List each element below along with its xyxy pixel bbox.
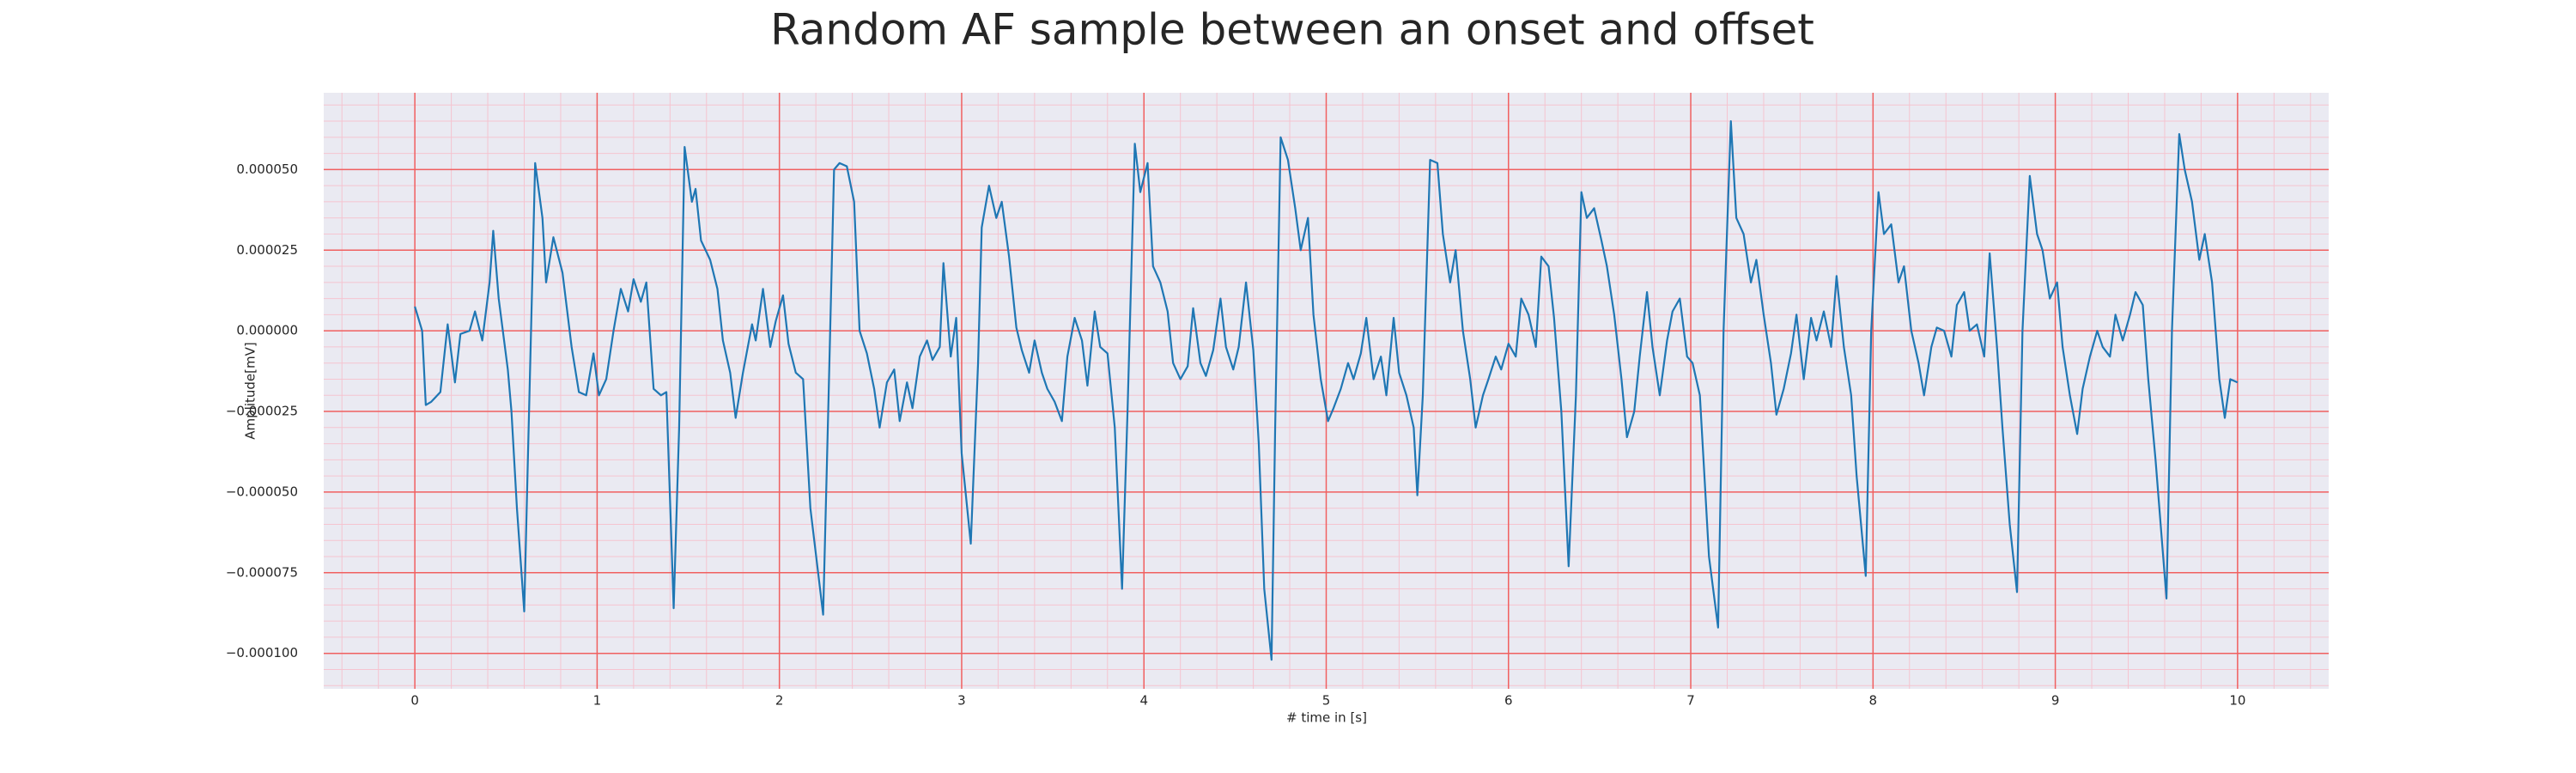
x-tick-label: 6	[1504, 693, 1513, 709]
chart-title: Random AF sample between an onset and of…	[770, 5, 1814, 55]
x-tick-label: 2	[775, 693, 784, 709]
y-tick-label: 0.000000	[236, 323, 298, 338]
y-tick-label: 0.000050	[236, 161, 298, 177]
y-tick-label: −0.000100	[226, 645, 298, 660]
y-tick-label: 0.000025	[236, 242, 298, 258]
y-tick-label: −0.000025	[226, 404, 298, 419]
signal-line	[414, 119, 2239, 661]
x-tick-label: 9	[2051, 693, 2060, 709]
x-tick-label: 0	[410, 693, 419, 709]
x-tick-label: 7	[1686, 693, 1695, 709]
x-tick-label: 5	[1322, 693, 1331, 709]
x-axis-label: # time in [s]	[1286, 710, 1367, 726]
x-tick-label: 3	[957, 693, 966, 709]
x-tick-label: 4	[1139, 693, 1148, 709]
y-tick-label: −0.000050	[226, 484, 298, 499]
x-tick-label: 8	[1869, 693, 1878, 709]
x-tick-label: 1	[593, 693, 602, 709]
y-tick-label: −0.000075	[226, 564, 298, 580]
x-tick-label: 10	[2229, 693, 2245, 709]
y-axis-label: Amplitude[mV]	[243, 342, 258, 439]
